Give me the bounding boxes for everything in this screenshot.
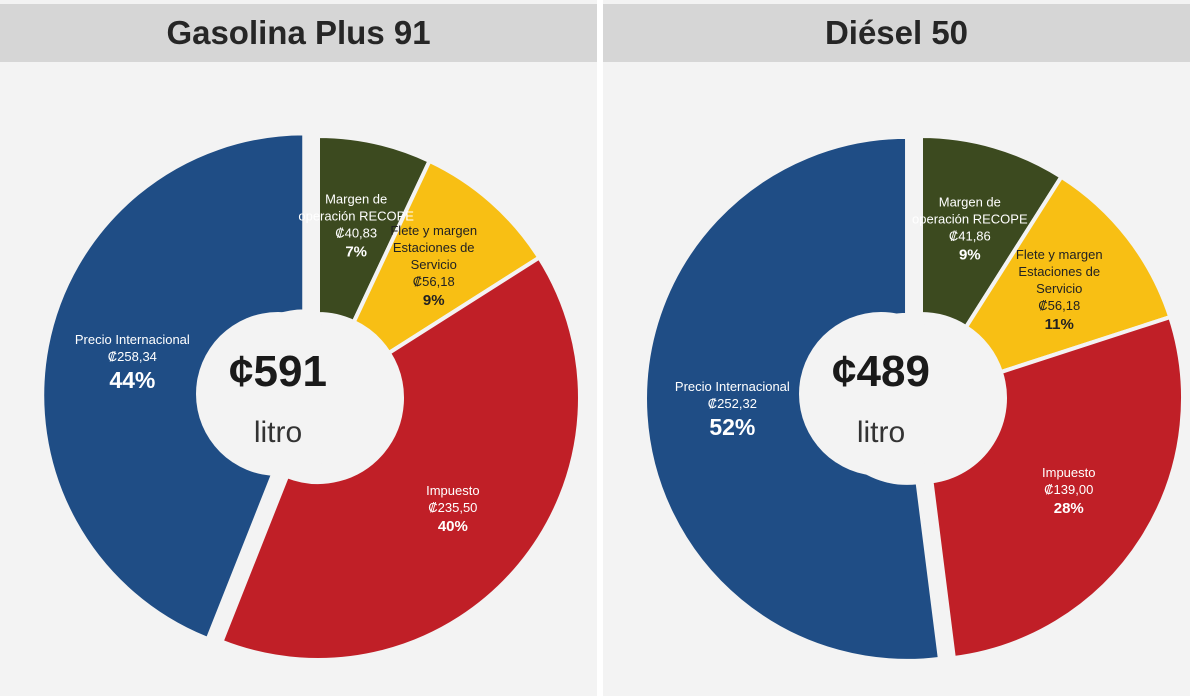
value-label: 7% (345, 243, 368, 261)
donut-chart: ¢591 litro (42, 133, 582, 662)
chart-title: Diésel 50 (603, 4, 1190, 62)
center-sublabel: litro (857, 416, 905, 449)
category-label: Impuesto (1042, 464, 1096, 480)
slice-label: Margen de operación RECOPE ₡41,86 9% (911, 193, 1029, 266)
category-label: Flete y margen Estaciones de Servicio (1015, 246, 1103, 296)
panel: ¢489 litro Margen de operación RECOPE ₡41,8… (603, 0, 1190, 696)
slice-label: Impuesto ₡235,50 40% (394, 482, 512, 538)
amount-label: ₡56,18 (412, 273, 455, 289)
center-label: ¢489 (832, 347, 930, 396)
slice-label: Impuesto ₡139,00 28% (1010, 464, 1128, 520)
value-label: 28% (1053, 499, 1084, 517)
center-label: ¢591 (229, 347, 327, 396)
amount-label: ₡252,32 (707, 395, 757, 411)
value-label: 9% (422, 291, 445, 309)
amount-label: ₡40,83 (335, 225, 378, 241)
amount-label: ₡41,86 (948, 228, 991, 244)
center-sublabel: litro (254, 416, 302, 449)
slice-label: Margen de operación RECOPE ₡40,83 7% (297, 191, 415, 264)
slice-label: Precio Internacional ₡252,32 52% (673, 378, 791, 442)
value-label: 9% (958, 246, 981, 264)
value-label: 52% (709, 413, 756, 440)
slice-label: Precio Internacional ₡258,34 44% (73, 331, 191, 395)
donut-hole (799, 312, 963, 476)
slice-label: Flete y margen Estaciones de Servicio ₡56… (1000, 246, 1118, 336)
amount-label: ₡139,00 (1044, 481, 1094, 497)
category-label: Margen de operación RECOPE (912, 194, 1028, 227)
category-label: Margen de operación RECOPE (298, 191, 414, 224)
slice (218, 254, 582, 662)
slice (963, 174, 1173, 375)
panel: ¢591 litro Margen de operación RECOPE ₡40,8… (0, 0, 597, 696)
amount-label: ₡56,18 (1038, 297, 1081, 313)
chart-title: Gasolina Plus 91 (0, 4, 597, 62)
donut-hole (196, 312, 360, 476)
donut-chart: ¢489 litro (643, 133, 1185, 663)
slice (929, 314, 1185, 661)
category-label: Flete y margen Estaciones de Servicio (390, 222, 478, 272)
category-label: Impuesto (426, 482, 480, 498)
category-label: Precio Internacional (74, 331, 190, 347)
value-label: 40% (437, 517, 468, 535)
value-label: 44% (109, 366, 156, 393)
slice-label: Flete y margen Estaciones de Servicio ₡56… (375, 222, 493, 312)
category-label: Precio Internacional (674, 378, 790, 394)
value-label: 11% (1044, 315, 1074, 333)
amount-label: ₡235,50 (428, 499, 478, 515)
amount-label: ₡258,34 (107, 348, 157, 364)
